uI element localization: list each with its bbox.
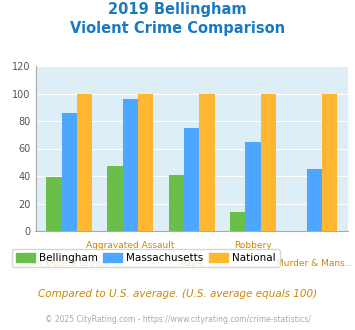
- Bar: [138, 93, 153, 231]
- Text: Violent Crime Comparison: Violent Crime Comparison: [70, 21, 285, 36]
- Bar: [184, 128, 200, 231]
- Bar: [46, 178, 61, 231]
- Bar: [61, 113, 77, 231]
- Text: All Violent Crime: All Violent Crime: [31, 259, 107, 268]
- Text: 2019 Bellingham: 2019 Bellingham: [108, 2, 247, 16]
- Bar: [322, 93, 337, 231]
- Text: Compared to U.S. average. (U.S. average equals 100): Compared to U.S. average. (U.S. average …: [38, 289, 317, 299]
- Bar: [200, 93, 215, 231]
- Bar: [108, 166, 123, 231]
- Bar: [123, 99, 138, 231]
- Text: Aggravated Assault: Aggravated Assault: [86, 241, 175, 250]
- Bar: [77, 93, 92, 231]
- Bar: [307, 169, 322, 231]
- Bar: [169, 175, 184, 231]
- Bar: [230, 212, 245, 231]
- Text: Murder & Mans...: Murder & Mans...: [275, 259, 353, 268]
- Legend: Bellingham, Massachusetts, National: Bellingham, Massachusetts, National: [12, 249, 279, 267]
- Text: © 2025 CityRating.com - https://www.cityrating.com/crime-statistics/: © 2025 CityRating.com - https://www.city…: [45, 315, 310, 324]
- Bar: [261, 93, 276, 231]
- Text: Robbery: Robbery: [234, 241, 272, 250]
- Bar: [245, 142, 261, 231]
- Text: Rape: Rape: [180, 259, 203, 268]
